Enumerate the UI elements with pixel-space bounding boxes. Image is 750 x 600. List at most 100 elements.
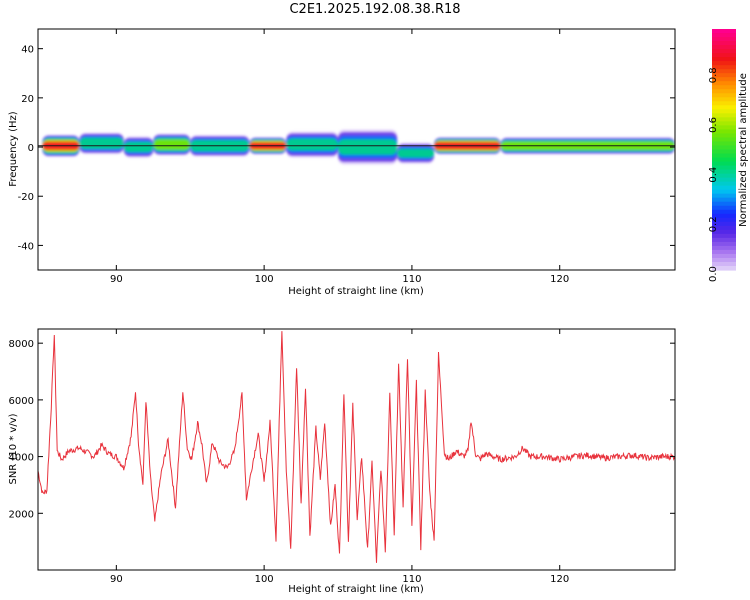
snr-x-tick-label: 100 bbox=[255, 574, 274, 585]
colorbar-swatch bbox=[712, 81, 736, 86]
spectrogram-band-3-level-4 bbox=[153, 139, 191, 150]
spectrogram-x-axis: 90 100 110 120 bbox=[110, 29, 569, 285]
colorbar-swatch bbox=[712, 93, 736, 98]
snr-background bbox=[38, 329, 675, 570]
spectrogram-panel: -40 -20 0 20 40 90 100 110 120 Height of straig… bbox=[8, 28, 676, 297]
spectrogram-y-tick-label: 0 bbox=[28, 143, 34, 154]
colorbar-swatch bbox=[712, 133, 736, 139]
colorbar-swatch bbox=[712, 129, 736, 135]
colorbar-swatch bbox=[712, 165, 736, 171]
colorbar-swatch bbox=[712, 117, 736, 122]
spectrogram-x-tick-label: 120 bbox=[550, 274, 569, 285]
colorbar-gradient bbox=[712, 29, 736, 271]
colorbar-swatch bbox=[712, 177, 736, 183]
colorbar-swatch bbox=[712, 125, 736, 131]
spectrogram-y-tick-label: 40 bbox=[21, 45, 34, 56]
colorbar-swatch bbox=[712, 197, 736, 203]
snr-series-line bbox=[38, 331, 675, 563]
colorbar-swatch bbox=[712, 189, 736, 195]
colorbar: 0.0 0.2 0.4 0.6 0.8 Normalized spectral ampl… bbox=[708, 29, 749, 282]
spectrogram-ylabel: Frequency (Hz) bbox=[8, 111, 19, 187]
spectrogram-band-6-level-3 bbox=[286, 138, 339, 151]
colorbar-swatch bbox=[712, 181, 736, 187]
colorbar-swatch bbox=[712, 245, 736, 251]
colorbar-swatch bbox=[712, 209, 736, 215]
colorbar-swatch bbox=[712, 261, 736, 267]
colorbar-swatch bbox=[712, 137, 736, 143]
snr-frame bbox=[37, 328, 676, 571]
colorbar-tick-label: 0.2 bbox=[708, 216, 719, 232]
colorbar-label: Normalized spectral amplitude bbox=[738, 73, 749, 227]
colorbar-swatch bbox=[712, 45, 736, 50]
colorbar-swatch bbox=[712, 69, 736, 74]
colorbar-swatch bbox=[712, 113, 736, 118]
colorbar-swatch bbox=[712, 265, 736, 271]
spectrogram-x-tick-label: 110 bbox=[402, 274, 421, 285]
colorbar-swatch bbox=[712, 121, 736, 126]
spectrogram-frame bbox=[37, 28, 676, 271]
spectrogram-band-7-level-3 bbox=[338, 139, 398, 155]
colorbar-swatch bbox=[712, 101, 736, 106]
colorbar-swatch bbox=[712, 201, 736, 207]
colorbar-swatch bbox=[712, 161, 736, 167]
colorbar-swatch bbox=[712, 29, 736, 34]
snr-xlabel: Height of straight line (km) bbox=[288, 584, 424, 595]
colorbar-swatch bbox=[712, 217, 736, 223]
spectrogram-band-2-level-3 bbox=[123, 141, 154, 153]
spectrogram-xlabel: Height of straight line (km) bbox=[288, 286, 424, 297]
colorbar-swatch bbox=[712, 149, 736, 155]
snr-x-tick-label: 120 bbox=[550, 574, 569, 585]
snr-y-axis: 2000 4000 6000 8000 bbox=[9, 339, 675, 520]
colorbar-swatch bbox=[712, 49, 736, 54]
snr-y-tick-label: 2000 bbox=[9, 509, 34, 520]
colorbar-swatch bbox=[712, 109, 736, 114]
spectrogram-band-1-level-3 bbox=[79, 137, 124, 150]
colorbar-swatch bbox=[712, 145, 736, 151]
spectrogram-y-axis: -40 -20 0 20 40 bbox=[18, 45, 675, 252]
colorbar-swatch bbox=[712, 169, 736, 175]
spectrogram-band-8-level-3 bbox=[397, 148, 435, 158]
colorbar-swatch bbox=[712, 249, 736, 255]
colorbar-tick-label: 0.6 bbox=[708, 117, 719, 133]
colorbar-swatch bbox=[712, 241, 736, 247]
colorbar-swatch bbox=[712, 77, 736, 82]
colorbar-swatch bbox=[712, 105, 736, 110]
colorbar-swatch bbox=[712, 157, 736, 163]
colorbar-swatch bbox=[712, 57, 736, 62]
colorbar-tick-label: 0.4 bbox=[708, 167, 719, 183]
colorbar-swatch bbox=[712, 205, 736, 211]
snr-ylabel: SNR (10 * v/v) bbox=[8, 413, 19, 484]
colorbar-tick-label: 0.0 bbox=[708, 266, 719, 282]
snr-y-tick-label: 8000 bbox=[9, 339, 34, 350]
colorbar-swatch bbox=[712, 173, 736, 179]
colorbar-swatch bbox=[712, 85, 736, 90]
colorbar-swatch bbox=[712, 153, 736, 159]
spectrogram-y-tick-label: 20 bbox=[21, 94, 34, 105]
snr-x-tick-label: 110 bbox=[402, 574, 421, 585]
colorbar-swatch bbox=[712, 229, 736, 235]
colorbar-swatch bbox=[712, 89, 736, 94]
colorbar-swatch bbox=[712, 33, 736, 38]
colorbar-swatch bbox=[712, 73, 736, 78]
colorbar-swatch bbox=[712, 53, 736, 58]
snr-y-tick-label: 4000 bbox=[9, 453, 34, 464]
colorbar-swatch bbox=[712, 233, 736, 239]
colorbar-swatch bbox=[712, 61, 736, 66]
page-title: C2E1.2025.192.08.38.R18 bbox=[289, 2, 461, 17]
colorbar-axis: 0.0 0.2 0.4 0.6 0.8 bbox=[708, 67, 719, 282]
snr-y-tick-label: 6000 bbox=[9, 396, 34, 407]
colorbar-swatch bbox=[712, 41, 736, 46]
colorbar-swatch bbox=[712, 193, 736, 199]
colorbar-swatch bbox=[712, 257, 736, 263]
colorbar-swatch bbox=[712, 225, 736, 231]
colorbar-swatch bbox=[712, 253, 736, 259]
spectrogram-x-tick-label: 100 bbox=[255, 274, 274, 285]
colorbar-swatch bbox=[712, 65, 736, 70]
spectrogram-y-tick-label: -40 bbox=[18, 241, 34, 252]
colorbar-swatch bbox=[712, 213, 736, 219]
colorbar-swatch bbox=[712, 37, 736, 42]
colorbar-swatch bbox=[712, 141, 736, 147]
colorbar-swatch bbox=[712, 185, 736, 191]
spectrogram-x-tick-label: 90 bbox=[110, 274, 123, 285]
